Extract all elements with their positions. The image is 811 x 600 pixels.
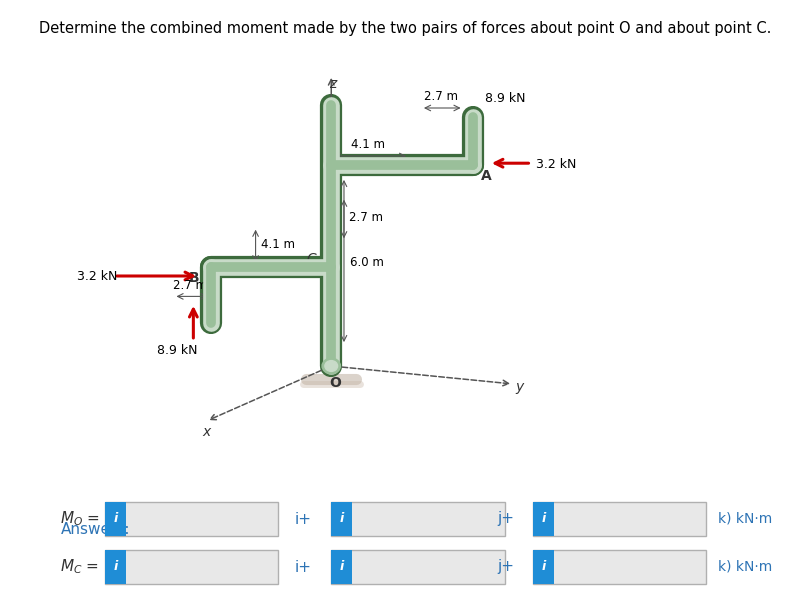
Text: 2.7 m: 2.7 m [173, 278, 207, 292]
Text: j+: j+ [497, 559, 514, 575]
Text: z: z [329, 77, 337, 91]
FancyBboxPatch shape [533, 502, 554, 536]
Text: k) kN·m: k) kN·m [718, 512, 772, 526]
Text: 8.9 kN: 8.9 kN [485, 92, 526, 105]
Text: 4.1 m: 4.1 m [351, 138, 385, 151]
Text: i+: i+ [294, 559, 311, 575]
FancyBboxPatch shape [105, 502, 278, 536]
Text: i: i [340, 560, 344, 574]
Text: Answers:: Answers: [60, 521, 130, 536]
Text: k) kN·m: k) kN·m [718, 560, 772, 574]
Text: 4.1 m: 4.1 m [261, 238, 295, 251]
Text: C: C [306, 252, 315, 266]
Text: A: A [481, 169, 492, 183]
Text: i+: i+ [294, 511, 311, 527]
Text: O: O [328, 376, 341, 389]
Text: $M_O$ = (: $M_O$ = ( [60, 510, 112, 528]
FancyBboxPatch shape [331, 550, 353, 584]
FancyBboxPatch shape [105, 550, 127, 584]
FancyBboxPatch shape [331, 550, 504, 584]
Text: i: i [114, 512, 118, 526]
FancyBboxPatch shape [533, 550, 554, 584]
Text: 3.2 kN: 3.2 kN [77, 269, 118, 283]
Text: i: i [541, 560, 546, 574]
Text: i: i [114, 560, 118, 574]
Text: y: y [515, 380, 523, 394]
Circle shape [325, 361, 337, 371]
Text: 8.9 kN: 8.9 kN [157, 344, 197, 358]
FancyBboxPatch shape [533, 502, 706, 536]
FancyBboxPatch shape [331, 502, 353, 536]
Text: i: i [340, 512, 344, 526]
Text: i: i [541, 512, 546, 526]
Text: 6.0 m: 6.0 m [350, 256, 384, 269]
FancyBboxPatch shape [105, 502, 127, 536]
FancyBboxPatch shape [331, 502, 504, 536]
Text: 2.7 m: 2.7 m [424, 90, 458, 103]
Circle shape [322, 358, 341, 374]
Text: j+: j+ [497, 511, 514, 527]
FancyBboxPatch shape [105, 550, 278, 584]
FancyBboxPatch shape [533, 550, 706, 584]
Text: 3.2 kN: 3.2 kN [535, 158, 576, 171]
Text: x: x [202, 425, 210, 439]
Text: $M_C$ = (: $M_C$ = ( [60, 558, 110, 576]
Text: Determine the combined moment made by the two pairs of forces about point O and : Determine the combined moment made by th… [39, 21, 772, 36]
Text: 2.7 m: 2.7 m [349, 211, 383, 224]
Text: B: B [188, 271, 199, 285]
